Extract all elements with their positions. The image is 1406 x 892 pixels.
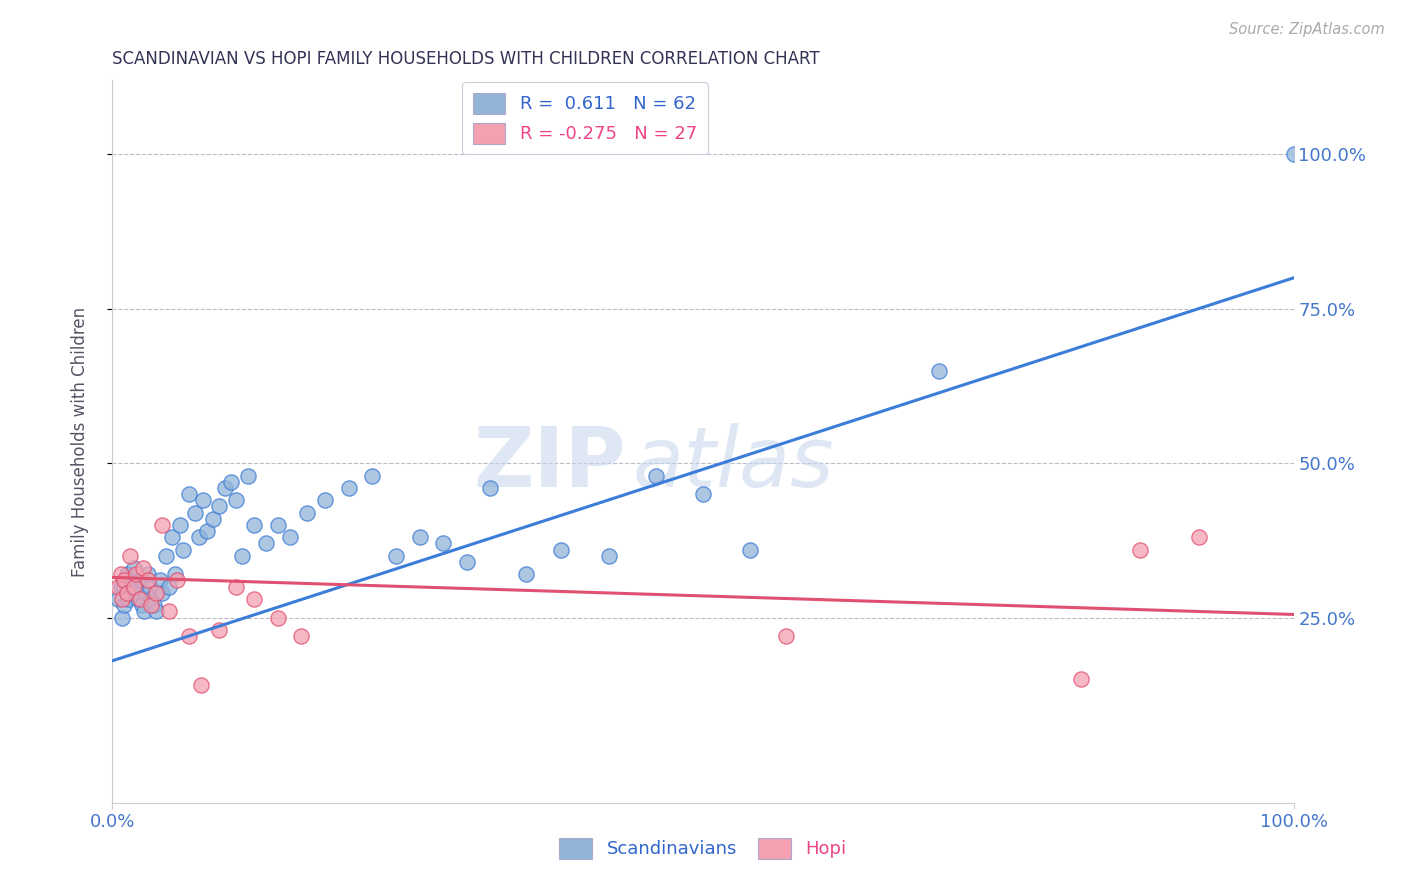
Point bbox=[208, 623, 231, 637]
Point bbox=[150, 586, 173, 600]
Point bbox=[160, 530, 183, 544]
Point bbox=[120, 549, 142, 563]
Point bbox=[775, 629, 797, 643]
Point bbox=[456, 555, 478, 569]
Point bbox=[243, 592, 266, 607]
Point bbox=[278, 530, 301, 544]
Point bbox=[139, 580, 162, 594]
Point bbox=[135, 586, 157, 600]
Point bbox=[157, 604, 180, 618]
Point bbox=[267, 517, 290, 532]
Point bbox=[179, 629, 201, 643]
Point bbox=[361, 468, 384, 483]
Point bbox=[385, 549, 408, 563]
Point bbox=[111, 610, 134, 624]
Point bbox=[166, 574, 188, 588]
Point bbox=[201, 512, 224, 526]
Point bbox=[112, 580, 135, 594]
Point bbox=[115, 586, 138, 600]
Point bbox=[145, 604, 167, 618]
Point bbox=[208, 500, 231, 514]
Point bbox=[225, 493, 247, 508]
Point bbox=[150, 517, 173, 532]
Point bbox=[115, 567, 138, 582]
Point bbox=[112, 574, 135, 588]
Point bbox=[145, 586, 167, 600]
Point bbox=[598, 549, 620, 563]
Point bbox=[550, 542, 572, 557]
Point bbox=[131, 598, 153, 612]
Point bbox=[644, 468, 666, 483]
Text: SCANDINAVIAN VS HOPI FAMILY HOUSEHOLDS WITH CHILDREN CORRELATION CHART: SCANDINAVIAN VS HOPI FAMILY HOUSEHOLDS W… bbox=[112, 50, 820, 68]
Point bbox=[125, 567, 148, 582]
Point bbox=[179, 487, 201, 501]
Text: Source: ZipAtlas.com: Source: ZipAtlas.com bbox=[1229, 22, 1385, 37]
Point bbox=[184, 506, 207, 520]
Point bbox=[112, 598, 135, 612]
Point bbox=[136, 567, 159, 582]
Point bbox=[142, 598, 165, 612]
Point bbox=[157, 580, 180, 594]
Point bbox=[110, 567, 132, 582]
Point bbox=[432, 536, 454, 550]
Point bbox=[243, 517, 266, 532]
Point bbox=[107, 580, 129, 594]
Point bbox=[290, 629, 312, 643]
Point bbox=[1282, 147, 1305, 161]
Point bbox=[120, 586, 142, 600]
Point bbox=[231, 549, 253, 563]
Point bbox=[127, 592, 149, 607]
Point bbox=[169, 517, 191, 532]
Point bbox=[337, 481, 360, 495]
Point bbox=[479, 481, 502, 495]
Point bbox=[172, 542, 194, 557]
Point bbox=[120, 574, 142, 588]
Point bbox=[141, 592, 163, 607]
Point bbox=[122, 580, 145, 594]
Point bbox=[195, 524, 218, 538]
Text: ZIP: ZIP bbox=[474, 423, 626, 504]
Point bbox=[928, 363, 950, 377]
Point bbox=[129, 574, 152, 588]
Point bbox=[408, 530, 430, 544]
Point bbox=[515, 567, 537, 582]
Point bbox=[214, 481, 236, 495]
Point bbox=[110, 580, 132, 594]
Point bbox=[155, 549, 177, 563]
Point bbox=[136, 574, 159, 588]
Point bbox=[111, 592, 134, 607]
Y-axis label: Family Households with Children: Family Households with Children bbox=[70, 307, 89, 576]
Point bbox=[107, 592, 129, 607]
Point bbox=[1188, 530, 1211, 544]
Point bbox=[314, 493, 336, 508]
Point bbox=[117, 592, 139, 607]
Point bbox=[219, 475, 242, 489]
Text: atlas: atlas bbox=[633, 423, 834, 504]
Point bbox=[132, 561, 155, 575]
Point bbox=[125, 580, 148, 594]
Point bbox=[187, 530, 209, 544]
Point bbox=[254, 536, 277, 550]
Point bbox=[692, 487, 714, 501]
Point bbox=[134, 604, 156, 618]
Point bbox=[149, 574, 172, 588]
Point bbox=[193, 493, 215, 508]
Point bbox=[122, 561, 145, 575]
Point bbox=[1070, 673, 1092, 687]
Point bbox=[141, 598, 163, 612]
Point bbox=[740, 542, 762, 557]
Point bbox=[128, 592, 150, 607]
Legend: Scandinavians, Hopi: Scandinavians, Hopi bbox=[553, 830, 853, 866]
Point bbox=[297, 506, 319, 520]
Point bbox=[165, 567, 187, 582]
Point bbox=[190, 678, 212, 692]
Point bbox=[238, 468, 260, 483]
Point bbox=[1129, 542, 1152, 557]
Point bbox=[225, 580, 247, 594]
Point bbox=[267, 610, 290, 624]
